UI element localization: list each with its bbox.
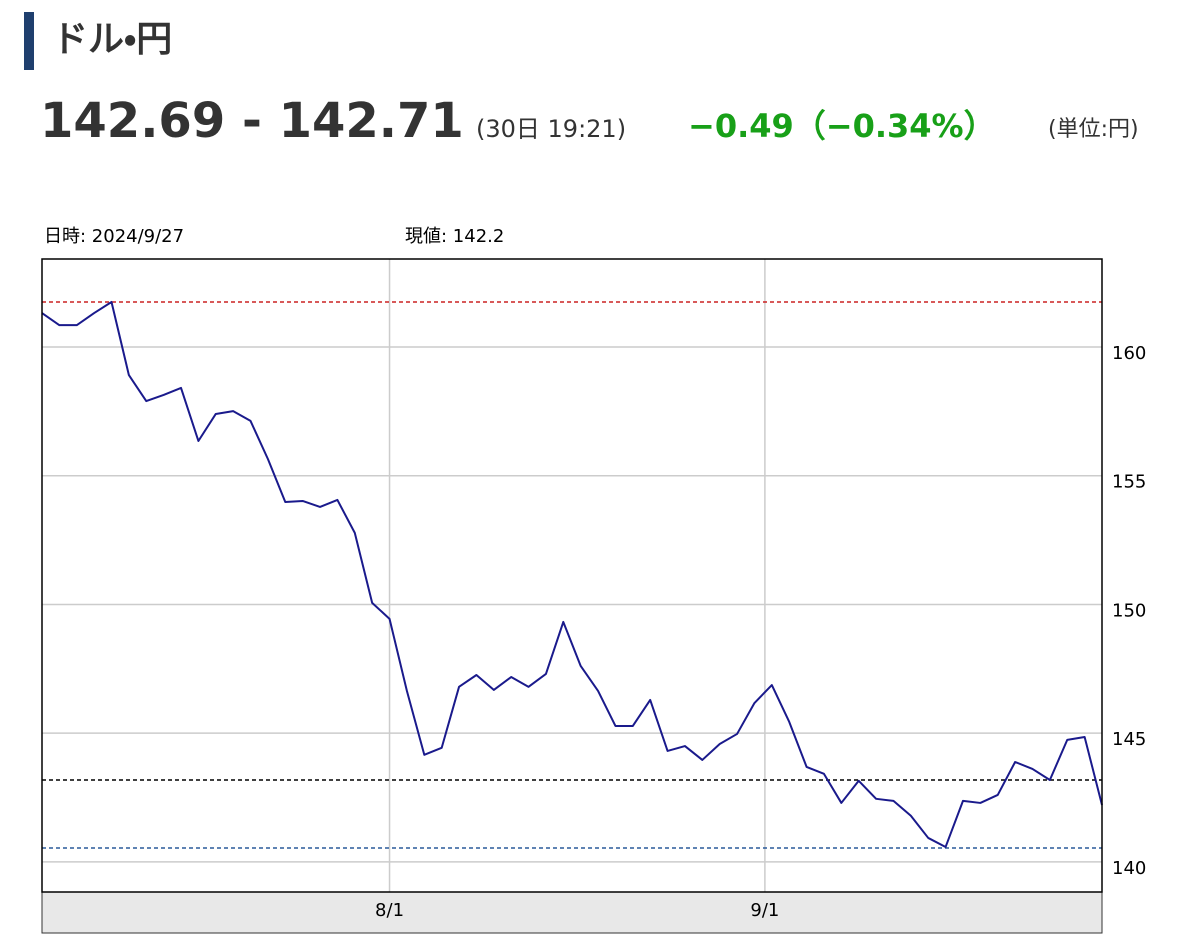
x-tick-label: 9/1	[750, 900, 779, 921]
y-tick-label: 160	[1112, 343, 1146, 364]
change: −0.49（−0.34%）	[688, 107, 996, 145]
title-bar	[24, 12, 34, 70]
y-tick-label: 140	[1112, 858, 1146, 879]
price-line	[41, 300, 1103, 848]
date-info: 日時: 2024/9/27	[44, 226, 184, 247]
plot-frame	[41, 258, 1103, 893]
y-tick-label: 145	[1112, 729, 1146, 750]
y-tick-label: 150	[1112, 600, 1146, 621]
unit: (単位:円)	[1048, 117, 1139, 142]
x-tick-label: 8/1	[375, 900, 404, 921]
price: 142.69 - 142.71	[40, 93, 464, 149]
current-info: 現値: 142.2	[405, 226, 504, 247]
title: ドル・円	[52, 19, 172, 60]
x-axis-band	[41, 891, 1103, 934]
y-tick-label: 155	[1112, 472, 1146, 493]
time: (30日 19:21)	[476, 115, 626, 143]
